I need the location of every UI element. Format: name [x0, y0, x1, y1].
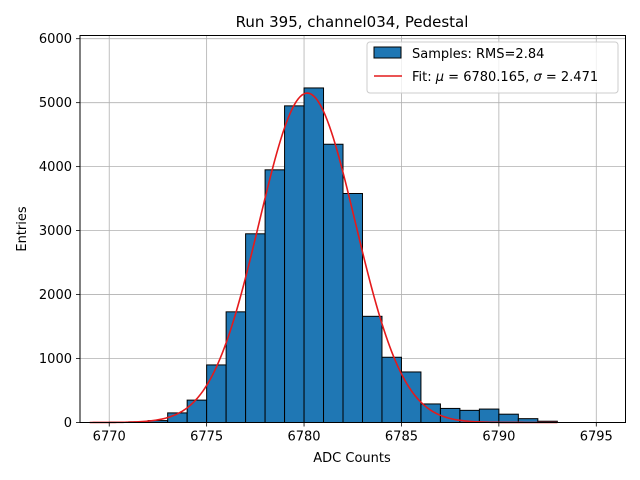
y-tick-label: 6000 — [39, 32, 72, 47]
x-tick-label: 6780 — [287, 430, 320, 445]
x-tick-label: 6785 — [385, 430, 418, 445]
x-tick-label: 6775 — [190, 430, 223, 445]
x-tick-label: 6790 — [482, 430, 515, 445]
y-axis-label: Entries — [15, 206, 30, 252]
chart-title: Run 395, channel034, Pedestal — [236, 13, 469, 31]
legend-label-fit: Fit: μ = 6780.165, σ = 2.471 — [412, 70, 598, 85]
y-tick-label: 5000 — [39, 96, 72, 111]
histogram-bar — [323, 143, 344, 423]
histogram-bar — [186, 399, 208, 424]
histogram-bar — [478, 408, 500, 424]
histogram-bar — [303, 87, 325, 424]
y-tick-label: 1000 — [39, 352, 72, 367]
fit-curve-group — [89, 92, 558, 424]
x-tick-label: 6795 — [580, 430, 613, 445]
x-axis-label: ADC Counts — [313, 451, 391, 466]
histogram-bar — [264, 169, 286, 423]
legend-swatch-samples — [373, 46, 402, 59]
histogram-bar — [498, 413, 519, 423]
y-tick-label: 0 — [64, 416, 72, 431]
gaussian-fit-curve — [89, 92, 558, 424]
bars — [108, 87, 558, 424]
histogram-bar — [361, 315, 383, 424]
x-tick-label: 6770 — [93, 430, 126, 445]
histogram-bar — [245, 233, 266, 423]
legend-box — [366, 41, 619, 94]
y-tick-label: 2000 — [39, 288, 72, 303]
x-ticks: 6770 6775 6780 6785 6790 6795 — [93, 422, 613, 445]
histogram-bar — [206, 364, 227, 423]
plot-frame — [79, 35, 626, 423]
histogram-bar — [284, 105, 305, 423]
legend: Samples: RMS=2.84 Fit: μ = 6780.165, σ =… — [366, 41, 619, 94]
y-tick-label: 4000 — [39, 160, 72, 175]
histogram-bar — [342, 192, 363, 423]
y-tick-label: 3000 — [39, 224, 72, 239]
y-ticks: 0 1000 2000 3000 4000 5000 6000 — [39, 32, 80, 431]
legend-label-samples: Samples: RMS=2.84 — [412, 47, 544, 62]
histogram-bar — [225, 311, 247, 423]
